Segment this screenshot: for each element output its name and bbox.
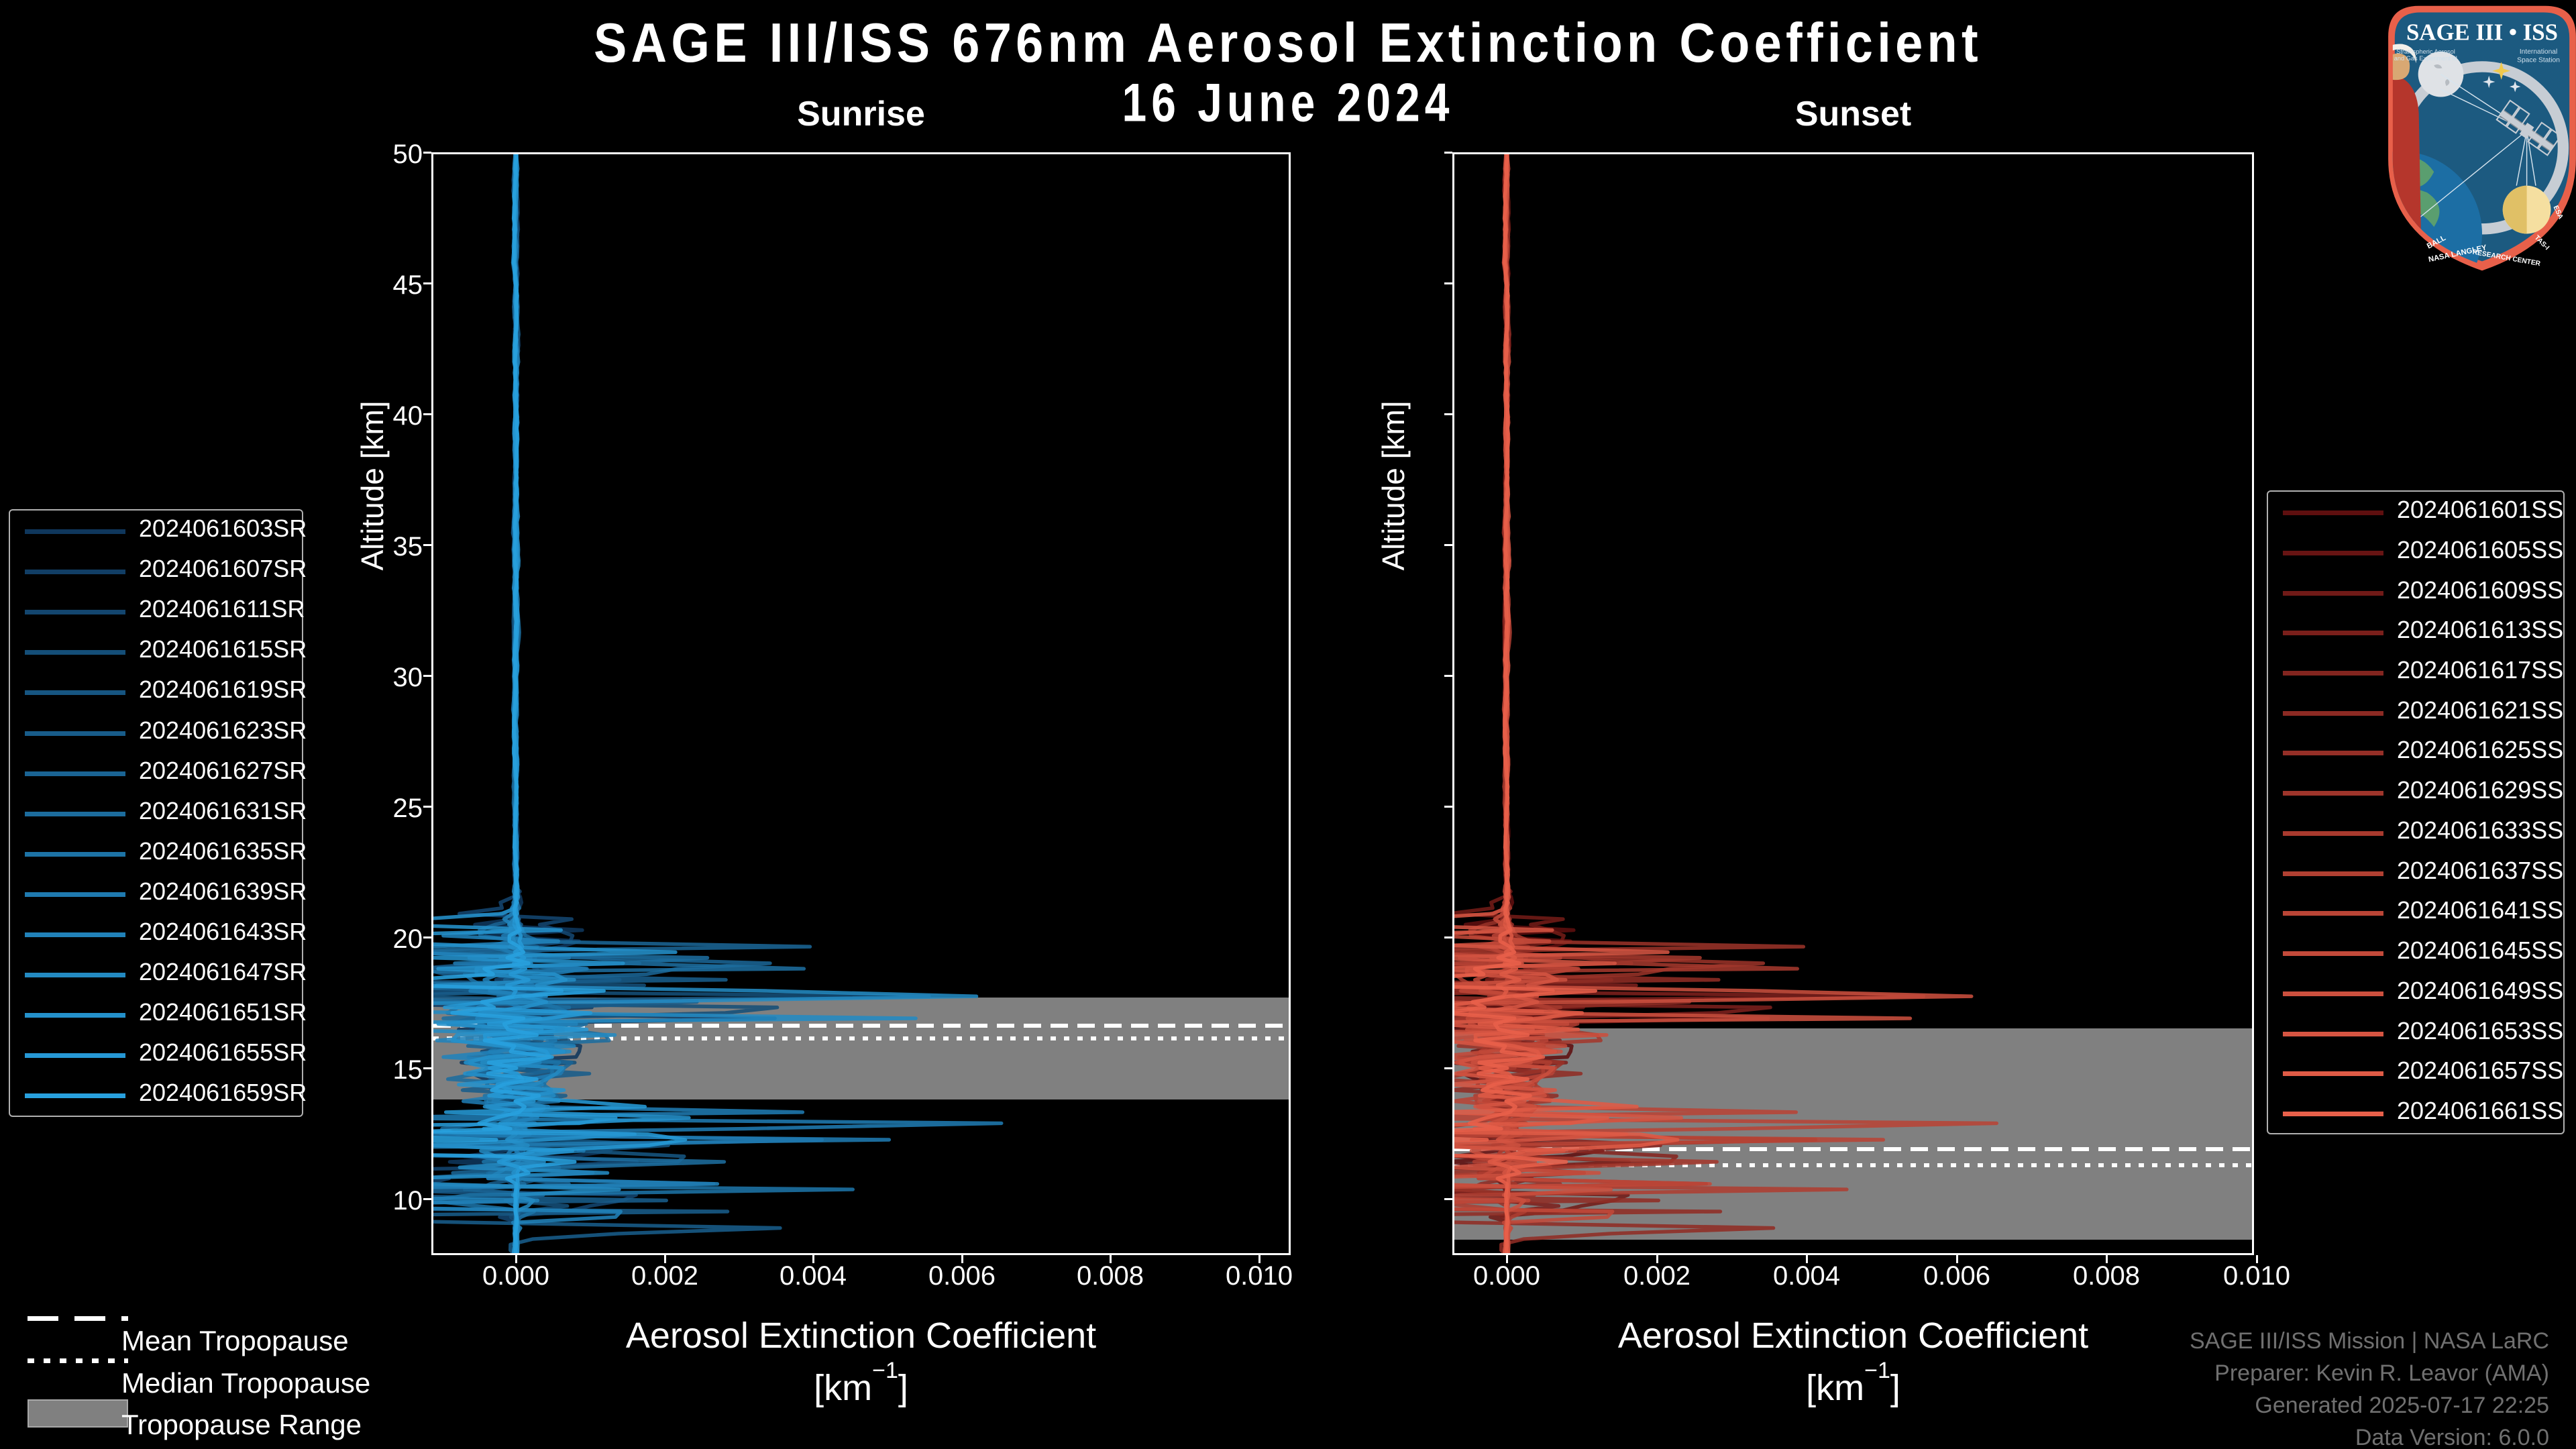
svg-text:TAS-I: TAS-I: [2533, 234, 2551, 252]
svg-text:International: International: [2520, 48, 2557, 56]
svg-text:Stratospheric Aerosol: Stratospheric Aerosol: [2396, 48, 2455, 55]
svg-text:SAGE III • ISS: SAGE III • ISS: [2406, 19, 2558, 45]
svg-text:Space Station: Space Station: [2517, 56, 2560, 64]
svg-text:and Gas Experiment III: and Gas Experiment III: [2394, 55, 2457, 62]
